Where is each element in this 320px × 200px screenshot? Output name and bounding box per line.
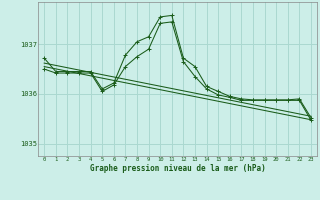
X-axis label: Graphe pression niveau de la mer (hPa): Graphe pression niveau de la mer (hPa) — [90, 164, 266, 173]
